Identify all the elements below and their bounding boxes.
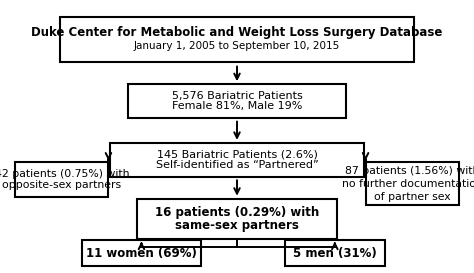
- Text: opposite-sex partners: opposite-sex partners: [2, 180, 121, 190]
- FancyBboxPatch shape: [365, 162, 459, 205]
- FancyBboxPatch shape: [128, 84, 346, 118]
- Text: 145 Bariatric Patients (2.6%): 145 Bariatric Patients (2.6%): [156, 150, 318, 160]
- Text: Self-identified as “Partnered”: Self-identified as “Partnered”: [155, 160, 319, 170]
- Text: 16 patients (0.29%) with: 16 patients (0.29%) with: [155, 206, 319, 219]
- Text: January 1, 2005 to September 10, 2015: January 1, 2005 to September 10, 2015: [134, 41, 340, 51]
- FancyBboxPatch shape: [109, 143, 365, 177]
- Text: Female 81%, Male 19%: Female 81%, Male 19%: [172, 101, 302, 111]
- FancyBboxPatch shape: [82, 240, 201, 266]
- Text: of partner sex: of partner sex: [374, 192, 450, 202]
- Text: same-sex partners: same-sex partners: [175, 219, 299, 232]
- Text: 87 patients (1.56%) with: 87 patients (1.56%) with: [345, 166, 474, 176]
- FancyBboxPatch shape: [15, 162, 109, 197]
- FancyBboxPatch shape: [285, 240, 385, 266]
- Text: no further documentation: no further documentation: [342, 179, 474, 189]
- FancyBboxPatch shape: [60, 17, 414, 62]
- Text: Duke Center for Metabolic and Weight Loss Surgery Database: Duke Center for Metabolic and Weight Los…: [31, 26, 443, 39]
- Text: 5 men (31%): 5 men (31%): [293, 247, 377, 260]
- Text: 11 women (69%): 11 women (69%): [86, 247, 197, 260]
- Text: 42 patients (0.75%) with: 42 patients (0.75%) with: [0, 170, 129, 179]
- FancyBboxPatch shape: [137, 199, 337, 239]
- Text: 5,576 Bariatric Patients: 5,576 Bariatric Patients: [172, 91, 302, 101]
